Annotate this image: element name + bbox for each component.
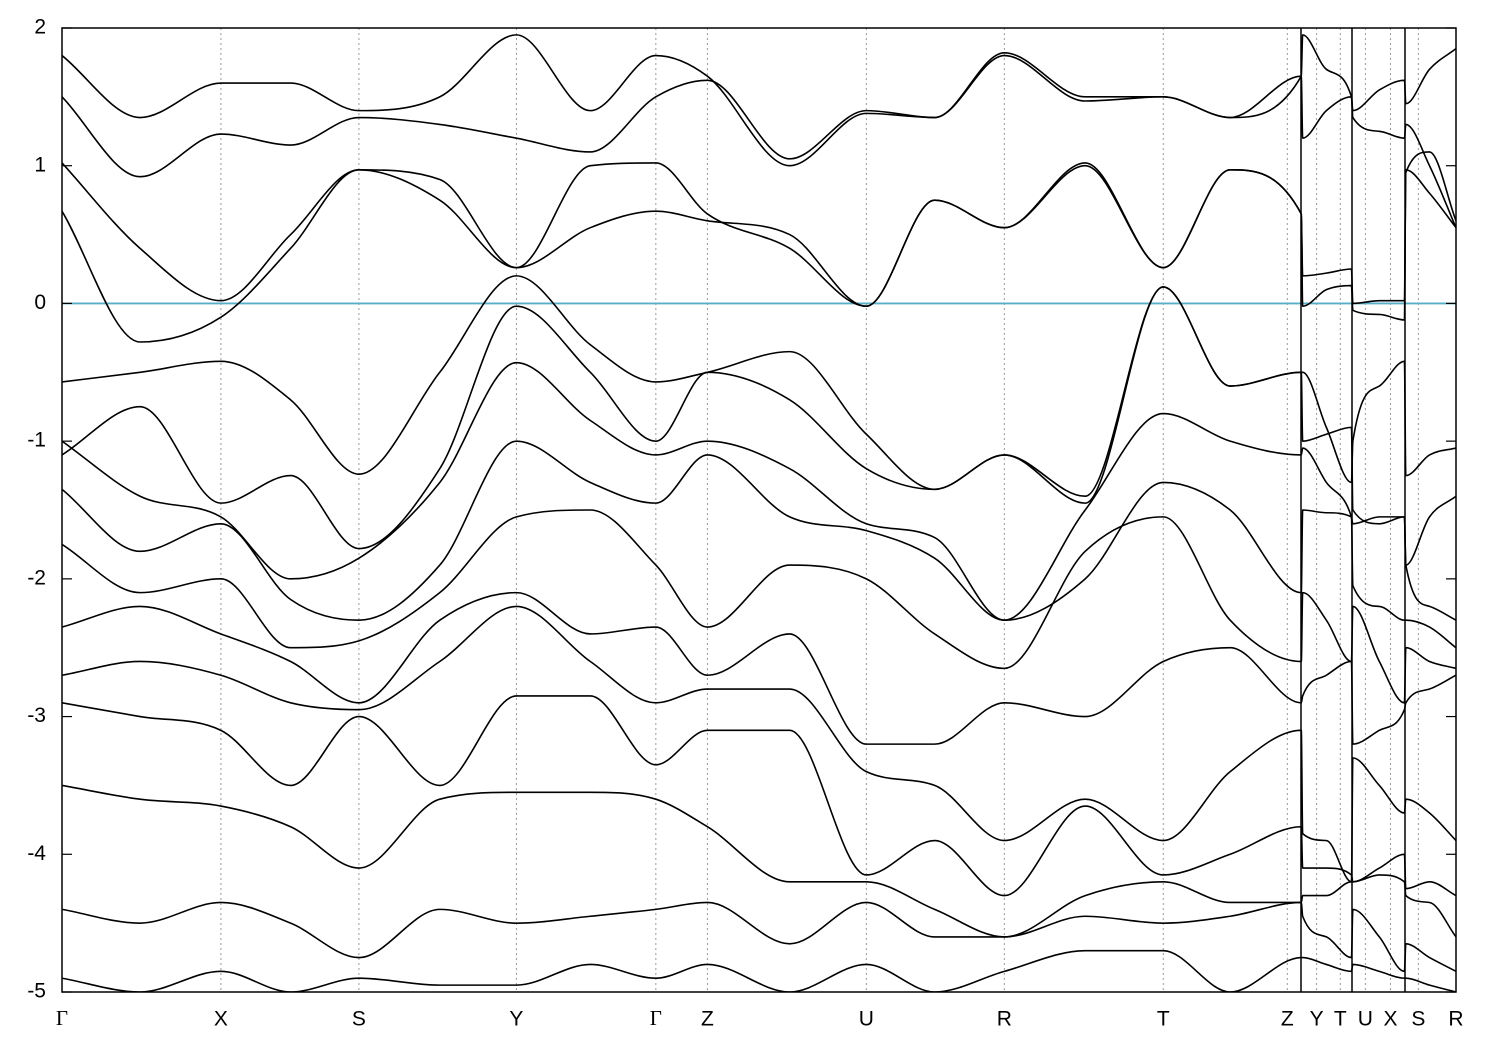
bands: [62, 34, 1456, 992]
band-line: [62, 151, 1456, 307]
band-line: [62, 784, 1456, 938]
axes: 210-1-2-3-4-5Γ X S Y Γ Z U R T Z Y T U X S R: [27, 16, 1463, 1031]
x-tick-label: T: [1157, 1008, 1170, 1031]
band-line: [62, 34, 1456, 167]
band-line: [62, 605, 1456, 883]
x-tick-label: Γ: [650, 1006, 662, 1030]
x-tick-label: Γ: [56, 1006, 68, 1030]
band-line: [62, 901, 1456, 973]
band-line: [62, 591, 1456, 745]
x-tick-label: S: [352, 1008, 366, 1031]
band-line: [62, 275, 1456, 504]
x-tick-label: Y: [509, 1008, 523, 1031]
y-tick-label: 2: [34, 16, 46, 39]
x-tick-label: U: [859, 1008, 874, 1031]
x-tick-label: Y: [1310, 1008, 1324, 1031]
x-tick-label: T: [1334, 1008, 1347, 1031]
x-tick-label: R: [997, 1008, 1012, 1031]
x-tick-label: R: [1448, 1008, 1463, 1031]
band-line: [62, 509, 1456, 704]
x-tick-label: Z: [1281, 1008, 1294, 1031]
band-line: [62, 361, 1456, 621]
x-tick-label: Z: [701, 1008, 714, 1031]
band-line: [62, 949, 1456, 992]
x-tick-label: U: [1358, 1008, 1373, 1031]
plot-frame: [61, 27, 1457, 993]
band-line: [62, 286, 1456, 566]
y-tick-label: 0: [34, 291, 46, 314]
band-line: [62, 440, 1456, 649]
x-tick-label: X: [1383, 1008, 1397, 1031]
band-line: [62, 695, 1456, 897]
y-tick-label: 1: [34, 153, 46, 176]
y-tick-label: -4: [27, 842, 46, 865]
band-line: [62, 164, 1456, 343]
x-tick-label: X: [214, 1008, 228, 1031]
band-line: [62, 54, 1456, 229]
y-tick-label: -1: [27, 429, 46, 452]
y-tick-label: -5: [27, 980, 46, 1003]
y-tick-label: -2: [27, 566, 46, 589]
y-tick-label: -3: [27, 704, 46, 727]
x-tick-label: S: [1411, 1008, 1425, 1031]
